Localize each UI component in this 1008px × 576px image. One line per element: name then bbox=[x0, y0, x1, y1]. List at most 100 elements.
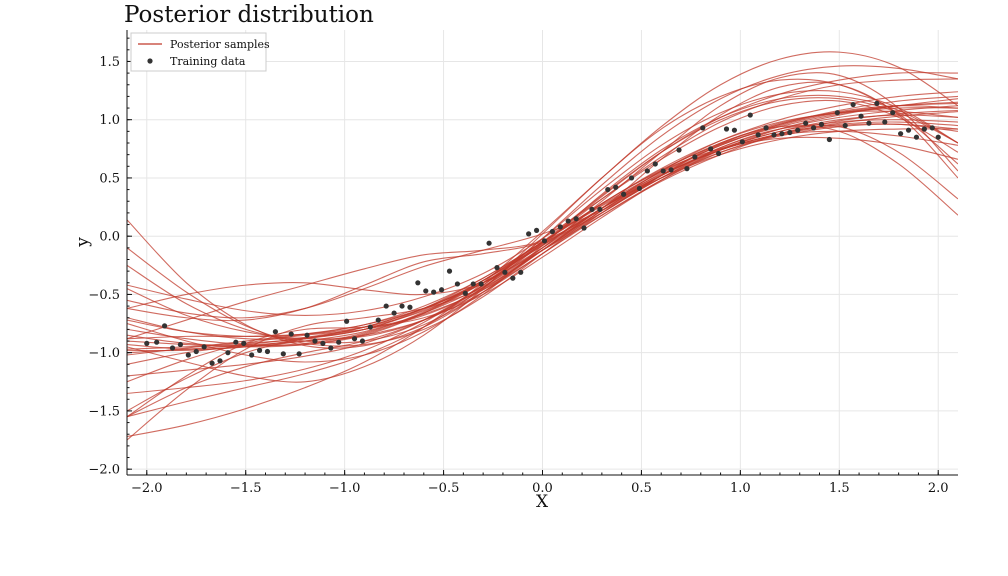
training-point bbox=[328, 345, 334, 351]
training-point bbox=[209, 360, 215, 366]
training-point bbox=[344, 318, 350, 324]
training-point bbox=[177, 341, 184, 348]
training-point bbox=[549, 228, 555, 235]
training-point bbox=[502, 269, 508, 275]
training-point bbox=[581, 225, 587, 231]
training-point bbox=[850, 101, 856, 108]
training-point bbox=[367, 324, 373, 330]
training-point bbox=[676, 147, 682, 153]
training-point bbox=[249, 352, 255, 358]
y-tick-label: 0.0 bbox=[99, 230, 120, 245]
training-point bbox=[510, 275, 516, 281]
training-point bbox=[779, 131, 785, 137]
x-axis-label: X bbox=[536, 492, 549, 512]
x-tick-label: 2.0 bbox=[928, 481, 949, 496]
legend-label-samples: Posterior samples bbox=[170, 38, 270, 51]
training-point bbox=[898, 131, 904, 137]
training-point bbox=[241, 340, 247, 346]
training-point bbox=[771, 132, 777, 138]
training-point bbox=[423, 288, 429, 294]
training-point bbox=[935, 134, 941, 140]
training-point bbox=[169, 345, 176, 351]
training-point bbox=[905, 127, 912, 133]
training-point bbox=[826, 136, 832, 143]
training-point bbox=[652, 161, 658, 167]
training-point bbox=[375, 317, 381, 323]
training-point bbox=[929, 125, 935, 131]
chart-title: Posterior distribution bbox=[124, 2, 374, 28]
training-point bbox=[613, 184, 619, 190]
training-point bbox=[565, 218, 571, 224]
y-tick-label: −2.0 bbox=[88, 463, 120, 478]
y-tick-label: 1.0 bbox=[99, 113, 120, 128]
training-point bbox=[557, 224, 563, 230]
legend: Posterior samples Training data bbox=[130, 32, 270, 72]
training-point bbox=[644, 168, 650, 174]
training-point bbox=[288, 331, 294, 337]
posterior-sample-line bbox=[127, 51, 958, 438]
training-point bbox=[795, 127, 801, 133]
training-point bbox=[526, 231, 532, 237]
training-point bbox=[533, 227, 540, 233]
training-point bbox=[185, 352, 191, 358]
training-point bbox=[708, 146, 714, 152]
x-tick-label: −2.0 bbox=[131, 481, 163, 496]
training-point bbox=[431, 289, 437, 295]
posterior-sample-line bbox=[127, 81, 958, 340]
training-point bbox=[842, 122, 848, 129]
training-point bbox=[803, 120, 809, 126]
training-point bbox=[336, 339, 342, 345]
training-point bbox=[478, 281, 484, 287]
training-point bbox=[755, 132, 761, 138]
training-point bbox=[391, 310, 397, 316]
training-point bbox=[874, 100, 880, 106]
y-tick-label: −1.0 bbox=[88, 346, 120, 361]
training-point bbox=[454, 281, 461, 287]
posterior-sample-line bbox=[127, 78, 958, 383]
training-point bbox=[866, 120, 872, 126]
training-point bbox=[684, 166, 690, 172]
training-point bbox=[818, 121, 825, 127]
training-point bbox=[312, 338, 318, 344]
legend-label-training: Training data bbox=[170, 55, 246, 68]
training-point bbox=[256, 347, 263, 353]
y-axis-label: y bbox=[73, 237, 93, 248]
x-tick-label: 0.0 bbox=[532, 481, 553, 496]
x-tick-label: 1.5 bbox=[829, 481, 850, 496]
training-point bbox=[438, 287, 445, 293]
training-point bbox=[921, 126, 927, 132]
training-point bbox=[621, 191, 627, 197]
y-tick-label: −0.5 bbox=[88, 288, 120, 303]
training-point bbox=[541, 238, 548, 244]
training-point bbox=[264, 348, 271, 355]
training-point bbox=[225, 350, 231, 356]
training-point bbox=[573, 216, 579, 222]
training-point bbox=[913, 134, 920, 140]
training-point bbox=[359, 338, 366, 344]
training-point bbox=[858, 113, 864, 119]
training-point bbox=[154, 339, 160, 345]
training-point bbox=[351, 336, 358, 342]
posterior-samples-series bbox=[127, 51, 958, 441]
training-point bbox=[882, 119, 888, 125]
training-point bbox=[296, 351, 302, 357]
x-tick-label: −1.0 bbox=[329, 481, 361, 496]
training-point bbox=[628, 175, 635, 181]
training-point bbox=[834, 110, 840, 116]
y-tick-label: −1.5 bbox=[88, 404, 120, 419]
training-point bbox=[193, 348, 199, 355]
x-tick-label: −1.5 bbox=[230, 481, 262, 496]
training-point bbox=[462, 290, 468, 296]
y-tick-label: 1.5 bbox=[99, 55, 120, 70]
training-point bbox=[494, 265, 500, 271]
training-point bbox=[399, 303, 405, 309]
training-point bbox=[810, 125, 817, 131]
training-point bbox=[415, 280, 421, 286]
training-point bbox=[605, 186, 611, 193]
training-point bbox=[383, 303, 389, 309]
training-point bbox=[668, 167, 674, 173]
training-point bbox=[407, 304, 413, 310]
training-point bbox=[320, 340, 326, 346]
training-point bbox=[470, 281, 476, 287]
